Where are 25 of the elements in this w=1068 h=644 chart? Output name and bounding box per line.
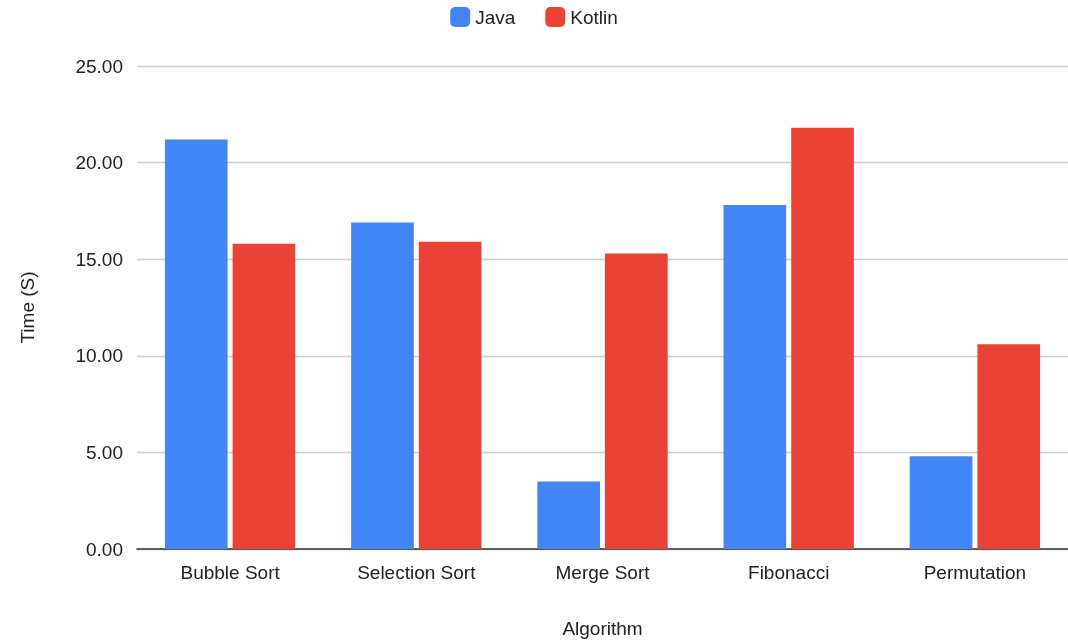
y-tick-label: 0.00 — [86, 538, 123, 560]
x-tick-label: Bubble Sort — [180, 562, 281, 583]
x-tick-label: Selection Sort — [357, 562, 477, 583]
bar — [723, 205, 787, 549]
y-tick-label: 10.00 — [75, 345, 123, 367]
x-axis-title: Algorithm — [562, 618, 643, 639]
bar — [605, 253, 668, 549]
bar — [909, 456, 973, 549]
bar — [164, 139, 228, 549]
x-tick-label: Merge Sort — [555, 562, 651, 583]
legend-label: Java — [475, 6, 516, 28]
x-tick-label: Fibonacci — [748, 562, 830, 583]
y-tick-label: 15.00 — [75, 248, 123, 270]
bar — [232, 243, 296, 549]
y-tick-label: 25.00 — [75, 55, 123, 77]
y-tick-label: 5.00 — [86, 441, 123, 463]
bar — [351, 222, 414, 549]
bar — [977, 344, 1041, 549]
bar — [418, 241, 482, 549]
y-axis-title: Time (S) — [17, 271, 38, 344]
bar — [791, 127, 854, 549]
legend-label: Kotlin — [570, 6, 618, 28]
bar — [537, 481, 600, 549]
x-tick-label: Permutation — [923, 562, 1027, 583]
y-tick-label: 20.00 — [75, 152, 123, 174]
